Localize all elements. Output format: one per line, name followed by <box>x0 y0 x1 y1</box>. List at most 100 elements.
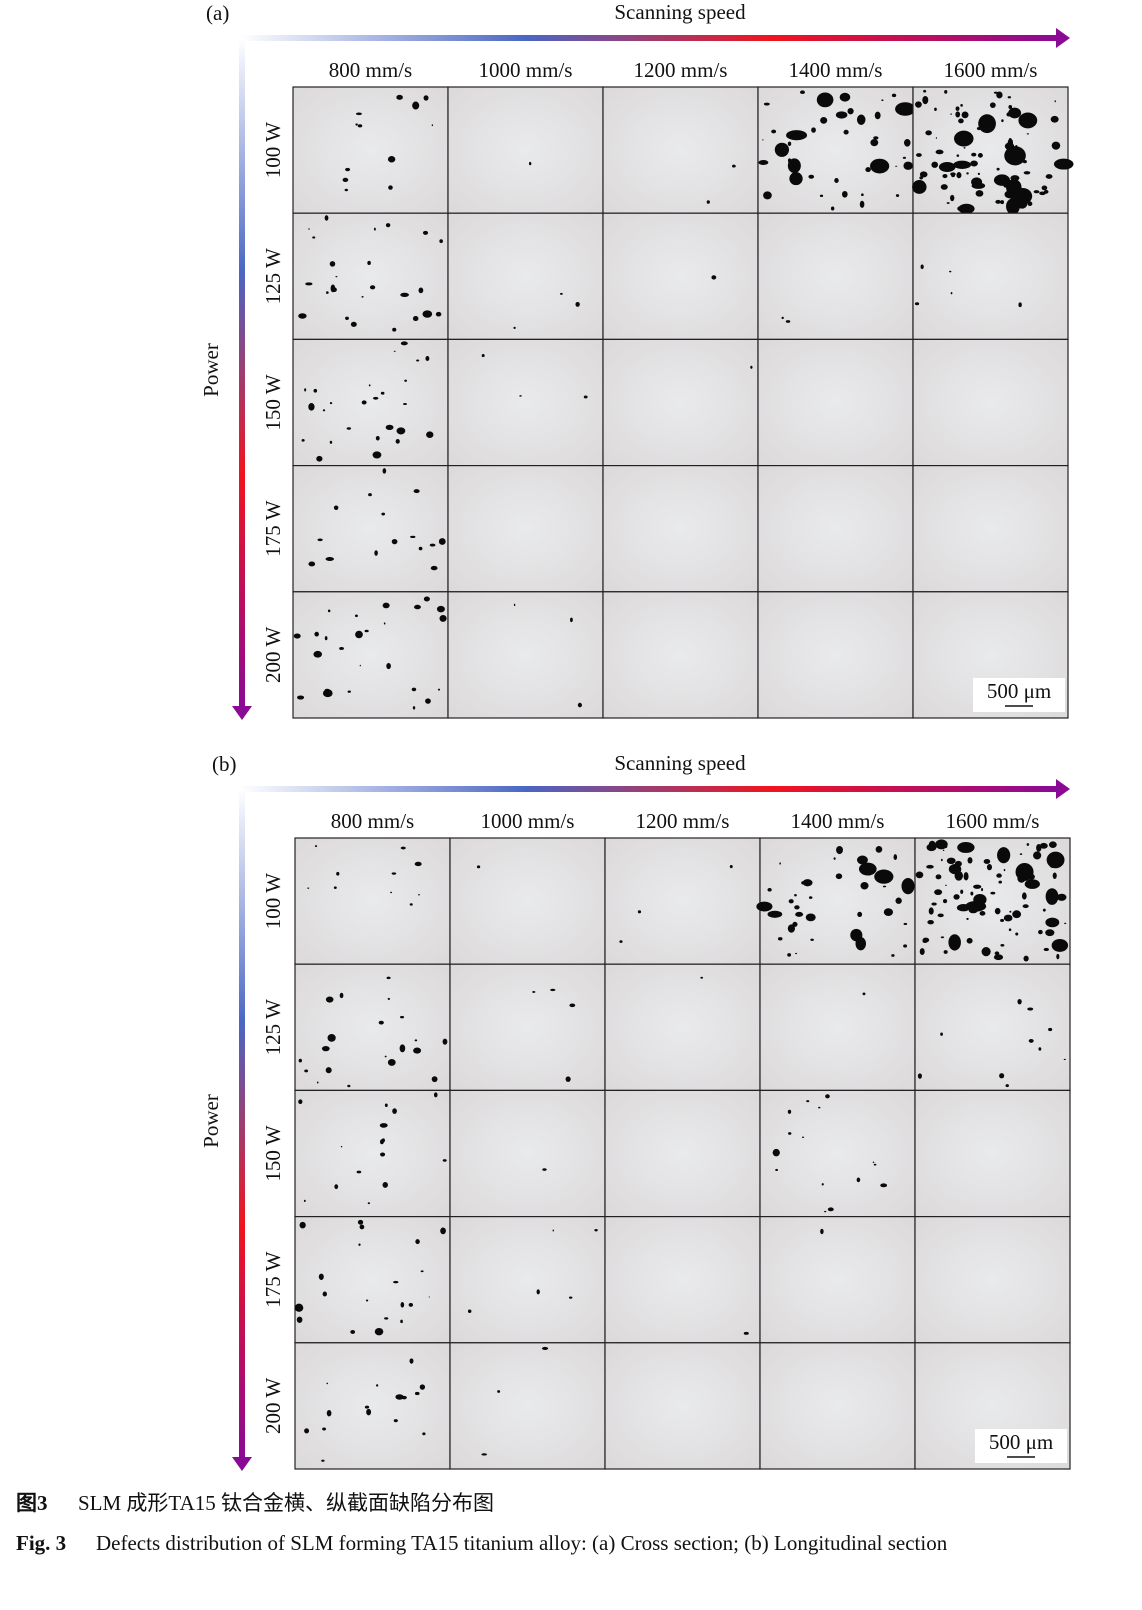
pore <box>414 861 422 867</box>
pore <box>367 1202 371 1205</box>
pore <box>729 865 733 869</box>
speed-label: 800 mm/s <box>329 58 412 82</box>
pore <box>1033 851 1042 860</box>
pore <box>312 236 316 239</box>
pore <box>409 1358 414 1364</box>
pore <box>872 1161 875 1163</box>
pore <box>893 854 898 861</box>
pore <box>355 112 362 116</box>
pore <box>322 1291 327 1297</box>
pore <box>882 885 887 888</box>
pore <box>953 160 972 169</box>
pore <box>1045 174 1053 179</box>
speed-label: 1200 mm/s <box>634 58 728 82</box>
pore <box>989 102 996 108</box>
micrograph <box>914 1215 1071 1344</box>
pore <box>956 172 962 179</box>
pore <box>794 905 800 910</box>
pore <box>326 1382 329 1385</box>
pore <box>792 921 798 927</box>
pore <box>808 174 815 179</box>
pore <box>308 228 310 230</box>
pore <box>833 857 836 860</box>
pore <box>387 1059 396 1066</box>
pore <box>706 200 710 204</box>
pore <box>954 130 974 147</box>
pore <box>943 950 948 954</box>
pore <box>379 1123 388 1128</box>
pore <box>413 489 420 494</box>
pore <box>1051 939 1069 952</box>
pore <box>858 862 877 876</box>
pore <box>940 858 943 862</box>
pore <box>915 101 922 108</box>
pore <box>326 1409 332 1417</box>
pore <box>873 1163 877 1166</box>
pore <box>775 1168 778 1172</box>
pore <box>513 326 516 330</box>
pore <box>781 316 784 320</box>
pore <box>862 992 866 996</box>
pore <box>393 1280 399 1284</box>
pore <box>378 1020 384 1025</box>
speed-arrowhead <box>1056 28 1070 48</box>
pore <box>423 95 429 101</box>
pore <box>393 1419 398 1423</box>
speed-label: 1000 mm/s <box>481 809 575 833</box>
micrograph <box>602 212 759 340</box>
pore <box>384 1317 389 1320</box>
pore <box>942 849 945 852</box>
y-axis-title: Power <box>199 1094 223 1148</box>
power-arrow <box>239 789 245 1459</box>
pore <box>308 402 315 411</box>
pore <box>392 1108 397 1114</box>
pore <box>1064 922 1067 925</box>
pore <box>380 1152 386 1157</box>
pore <box>374 550 378 556</box>
pore <box>787 158 801 174</box>
pore <box>771 129 777 134</box>
pore <box>1039 842 1048 849</box>
pore <box>392 327 397 332</box>
pore <box>382 1181 388 1188</box>
speed-label: 1000 mm/s <box>479 58 573 82</box>
pore <box>825 1094 830 1099</box>
pore <box>400 292 409 297</box>
pore <box>856 1177 861 1183</box>
pore <box>830 206 835 211</box>
pore <box>994 951 1000 956</box>
pore <box>400 846 406 850</box>
pore <box>938 162 956 172</box>
pore <box>332 287 337 293</box>
pore <box>805 913 816 922</box>
pore <box>788 899 794 904</box>
pore <box>937 913 944 918</box>
pore <box>1053 158 1074 170</box>
pore <box>961 111 969 119</box>
pore <box>387 156 396 163</box>
pore <box>801 881 805 885</box>
pore <box>802 1136 805 1139</box>
power-label: 100 W <box>261 873 285 929</box>
micrograph <box>604 963 761 1092</box>
pore <box>942 899 948 904</box>
pore <box>345 316 349 320</box>
pore <box>385 424 394 430</box>
pore <box>435 311 442 317</box>
pore <box>1000 918 1005 922</box>
pore <box>880 1183 888 1188</box>
micrograph <box>602 338 759 467</box>
pore <box>423 596 430 602</box>
pore <box>425 355 430 362</box>
pore <box>326 291 329 294</box>
micrograph <box>759 837 916 965</box>
caption-cn-label: 图3 <box>16 1491 48 1515</box>
pore <box>865 167 871 173</box>
pore <box>433 1092 438 1098</box>
pore <box>934 889 943 896</box>
pore <box>368 493 372 497</box>
pore <box>396 427 406 435</box>
pore <box>1056 893 1067 901</box>
pore <box>795 911 804 917</box>
pore <box>1052 872 1057 879</box>
